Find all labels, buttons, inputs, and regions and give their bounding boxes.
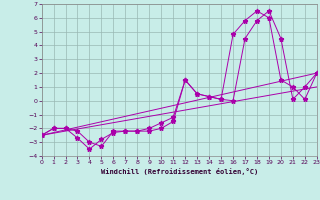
X-axis label: Windchill (Refroidissement éolien,°C): Windchill (Refroidissement éolien,°C) <box>100 168 258 175</box>
